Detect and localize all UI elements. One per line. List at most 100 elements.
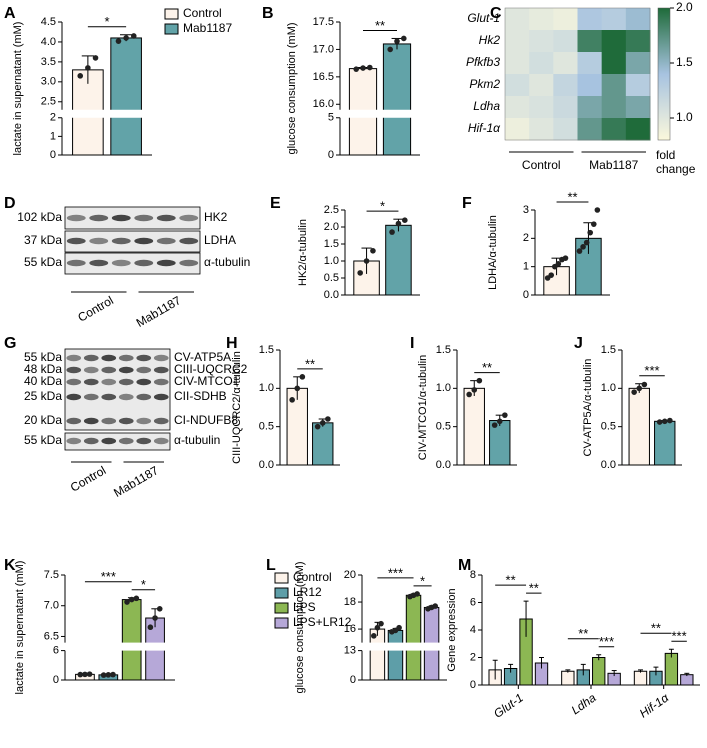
bar: [312, 422, 334, 466]
y-tick-label: 2.5: [324, 204, 339, 216]
data-point: [656, 419, 663, 425]
y-tick-label: 2: [50, 112, 56, 124]
blot-band: [66, 259, 86, 267]
data-point: [85, 65, 91, 71]
blot-band: [118, 437, 134, 445]
y-tick-label: 3: [523, 204, 529, 216]
band-label: CIV-MTCO1: [174, 374, 240, 388]
blot-band: [134, 214, 154, 222]
blot-band: [111, 214, 131, 222]
legend-swatch: [164, 23, 179, 35]
blot-band: [66, 378, 82, 386]
colorbar-tick-label: 1.0: [676, 110, 693, 124]
y-tick-label: 1.5: [601, 344, 616, 356]
data-point: [661, 418, 668, 425]
x-tick-label: Glut-1: [491, 691, 526, 721]
bar: [405, 594, 422, 681]
panel-letter: L: [266, 557, 276, 574]
blot-band: [156, 237, 176, 245]
heatmap-cell: [625, 96, 651, 119]
y-tick-label: 5: [328, 112, 334, 124]
panel-letter: B: [262, 5, 274, 22]
y-tick-label: 3.0: [41, 76, 56, 88]
y-tick-label: 6: [470, 596, 476, 608]
y-tick-label: 0: [328, 149, 334, 161]
data-point: [147, 624, 154, 631]
heatmap-cell: [577, 30, 603, 53]
y-tick-label: 4.0: [41, 36, 56, 48]
significance-label: ***: [599, 634, 614, 649]
colorbar-tick-label: 2.0: [676, 0, 693, 14]
heatmap-cell: [553, 30, 578, 53]
heatmap-cell: [601, 8, 627, 31]
group-label: Control: [522, 158, 561, 172]
y-tick-label: 7.5: [44, 569, 59, 581]
x-tick-label: Hif-1α: [637, 690, 672, 721]
y-tick-label: 13: [344, 645, 356, 657]
panel-letter: K: [4, 557, 16, 574]
axis-break: [354, 642, 449, 651]
row-label: Hif-1α: [468, 121, 501, 135]
y-tick-label: 0: [350, 674, 356, 686]
panel-letter: C: [490, 5, 502, 22]
data-point: [289, 397, 295, 403]
y-tick-label: 2.5: [41, 96, 56, 108]
y-tick-label: 0: [53, 674, 59, 686]
y-axis-label: CIII-UQCRC2/α-tubulin: [231, 351, 243, 464]
blot-band: [66, 437, 82, 445]
blot-band: [118, 366, 134, 374]
y-axis-label: HK2/α-tubulin: [297, 219, 309, 286]
y-axis-label: lactate in supernatant (mM): [12, 22, 24, 156]
blot-band: [156, 214, 176, 222]
axis-break: [54, 109, 154, 118]
data-point: [432, 603, 439, 609]
blot-band: [89, 237, 109, 245]
heatmap-cell: [529, 118, 554, 141]
y-tick-label: 0: [470, 679, 476, 691]
blot-band: [83, 378, 99, 386]
heatmap-cell: [505, 8, 530, 31]
heatmap-cell: [601, 52, 627, 75]
blot-band: [136, 437, 152, 445]
data-point: [370, 248, 376, 254]
heatmap-cell: [505, 30, 530, 53]
y-tick-label: 1.0: [259, 382, 274, 394]
blot-band: [136, 393, 152, 401]
blot-box: [64, 206, 201, 230]
significance-label: **: [482, 360, 492, 375]
x-tick-label: Ldha: [569, 690, 599, 717]
blot-band: [83, 417, 99, 425]
marker-label: 20 kDa: [24, 413, 62, 427]
data-point: [636, 385, 643, 392]
data-point: [77, 671, 84, 678]
blot-band: [179, 237, 199, 245]
heatmap-cell: [553, 52, 578, 75]
blot-band: [179, 259, 199, 267]
data-point: [374, 624, 381, 631]
y-tick-label: 17.0: [313, 43, 334, 55]
colorbar: [657, 7, 671, 141]
data-point: [294, 385, 301, 392]
row-label: Pkm2: [469, 77, 500, 91]
bar: [680, 674, 694, 686]
y-tick-label: 1: [50, 130, 56, 142]
legend-label: LPS: [293, 600, 316, 614]
y-axis-label: CV-ATP5A/α-tubulin: [582, 359, 594, 457]
bar: [387, 629, 404, 681]
heatmap-cell: [553, 8, 578, 31]
blot-band: [118, 393, 134, 401]
legend-swatch: [164, 8, 179, 20]
band-label: HK2: [204, 210, 228, 224]
y-tick-label: 7.0: [44, 600, 59, 612]
data-point: [548, 272, 555, 278]
heatmap-cell: [625, 74, 651, 97]
y-tick-label: 4: [470, 624, 476, 636]
blot-band: [156, 259, 176, 267]
heatmap-cell: [577, 118, 603, 141]
y-axis-label: lactate in supernatant (mM): [14, 561, 26, 695]
data-point: [314, 423, 321, 430]
y-axis-label: CIV-MTCO1/α-tubulin: [417, 355, 429, 460]
data-point: [502, 412, 508, 418]
bar: [561, 670, 575, 686]
